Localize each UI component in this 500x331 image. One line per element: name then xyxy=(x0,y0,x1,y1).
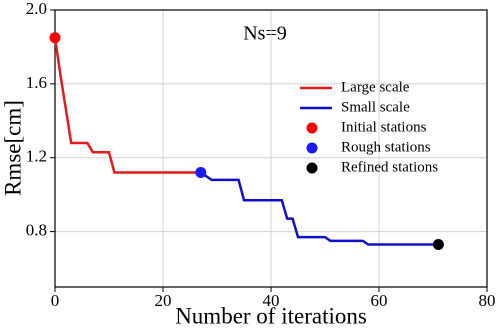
x-tick-label: 60 xyxy=(371,291,388,310)
station-marker xyxy=(49,32,61,44)
station-marker xyxy=(432,239,444,251)
legend-label: Large scale xyxy=(341,79,410,95)
legend-label: Refined stations xyxy=(341,159,438,175)
legend-marker xyxy=(306,142,318,154)
plot-frame xyxy=(54,9,488,288)
annotation: Ns=9 xyxy=(243,23,287,45)
series-line xyxy=(200,171,439,246)
station-marker xyxy=(195,167,207,179)
x-tick-label: 80 xyxy=(479,291,496,310)
legend-label: Initial stations xyxy=(341,119,427,135)
y-tick-label: 1.6 xyxy=(26,73,47,92)
x-tick-label: 0 xyxy=(51,291,60,310)
x-axis-label: Number of iterations xyxy=(175,303,367,328)
legend-label: Small scale xyxy=(341,99,410,115)
y-tick-label: 0.8 xyxy=(26,221,47,240)
legend-label: Rough stations xyxy=(341,139,431,155)
y-axis-label: Rmse[cm] xyxy=(0,100,25,196)
x-tick-label: 40 xyxy=(263,291,280,310)
legend-marker xyxy=(306,162,318,174)
legend-marker xyxy=(306,122,318,134)
series-line xyxy=(53,37,201,174)
y-tick-label: 1.2 xyxy=(26,147,47,166)
y-tick-label: 2.0 xyxy=(26,0,47,18)
x-tick-label: 20 xyxy=(155,291,172,310)
